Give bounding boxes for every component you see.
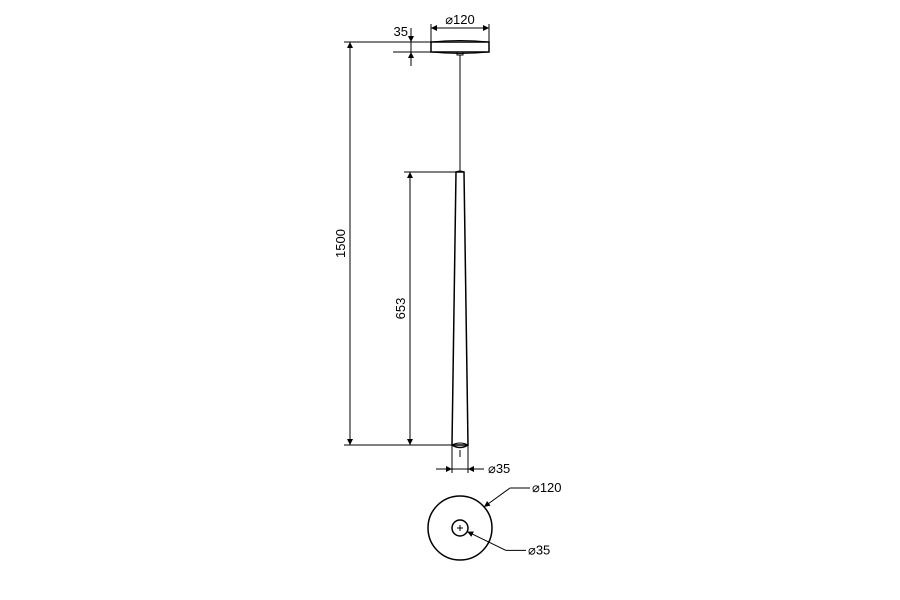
svg-text:⌀35: ⌀35 — [488, 461, 510, 476]
dimension-lines: ⌀120 35 1500 653 ⌀35 — [333, 12, 510, 476]
svg-text:653: 653 — [393, 298, 408, 320]
svg-text:⌀120: ⌀120 — [532, 480, 562, 495]
svg-text:⌀120: ⌀120 — [445, 12, 475, 27]
canopy-elevation — [431, 41, 489, 56]
svg-text:1500: 1500 — [333, 229, 348, 258]
svg-text:35: 35 — [394, 24, 408, 39]
plan-view: ⌀120 ⌀35 — [428, 480, 562, 560]
pendant-body-elevation — [452, 171, 468, 457]
svg-text:⌀35: ⌀35 — [528, 542, 550, 557]
